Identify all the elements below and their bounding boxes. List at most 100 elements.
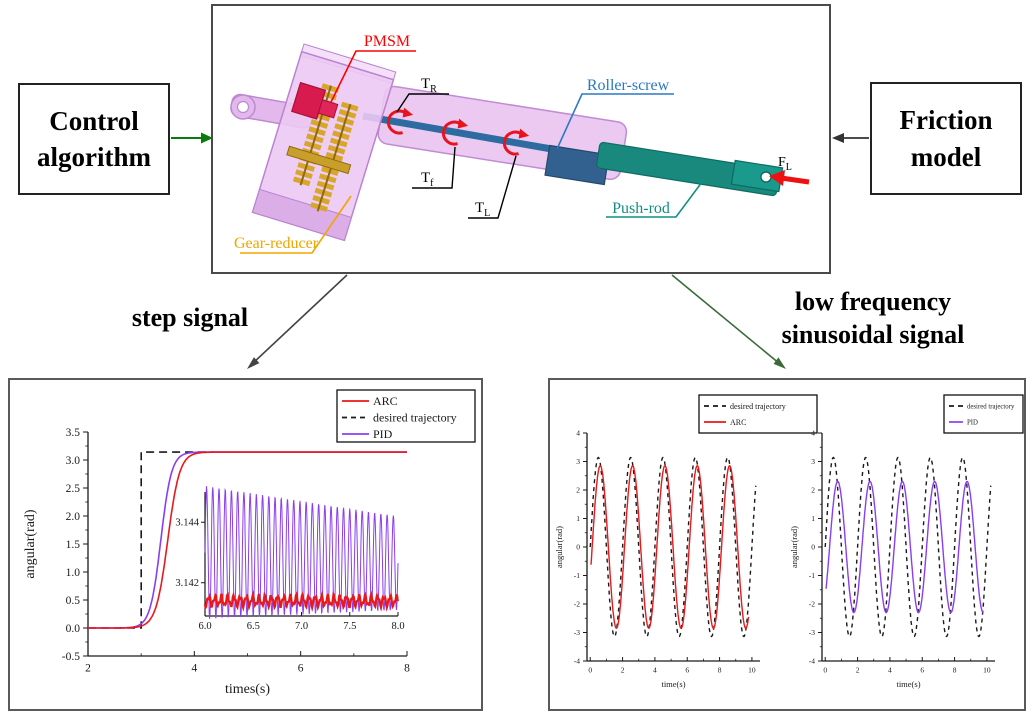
svg-text:-3: -3	[809, 628, 815, 637]
low-frequency-line1: low frequency	[794, 287, 952, 316]
gear-crossbar	[286, 145, 352, 175]
step-signal-label: step signal	[131, 303, 249, 332]
arrow-diagram-to-sine-charts	[671, 274, 786, 369]
push-rod-label: Push-rod	[612, 200, 670, 217]
pmsm-label: PMSM	[364, 33, 410, 50]
actuator-diagram: PMSM Gear-reducer Roller-screw Push-rod …	[230, 33, 810, 254]
svg-text:0.5: 0.5	[66, 595, 81, 607]
sine-arc-chart: 0 2 4 6 8 10-4-3-2-101234time(s)angular(rad)d…	[554, 394, 818, 689]
svg-text:2: 2	[576, 486, 580, 495]
svg-text:1: 1	[811, 514, 815, 523]
svg-text:2: 2	[856, 666, 860, 675]
svg-text:1: 1	[576, 514, 580, 523]
svg-text:4: 4	[191, 663, 197, 675]
pmsm-leader-line	[330, 50, 416, 103]
svg-text:4: 4	[576, 429, 580, 438]
svg-text:time(s): time(s)	[896, 679, 920, 689]
push-rod-leader-line	[606, 177, 706, 218]
torque-tl-label: TL	[475, 200, 490, 219]
svg-text:7.5: 7.5	[343, 621, 356, 632]
svg-text:-2: -2	[574, 600, 580, 609]
svg-text:7.0: 7.0	[295, 621, 308, 632]
svg-text:6: 6	[298, 663, 304, 675]
svg-text:ARC: ARC	[730, 418, 746, 427]
roller-screw-leader-line	[556, 93, 674, 150]
svg-text:-0.5: -0.5	[62, 651, 80, 663]
svg-text:-1: -1	[574, 571, 580, 580]
svg-text:3.144: 3.144	[175, 518, 199, 529]
svg-text:desired trajectory: desired trajectory	[730, 402, 786, 411]
arrow-friction-to-diagram	[832, 133, 869, 143]
svg-text:desired trajectory: desired trajectory	[967, 403, 1015, 410]
gear-reducer-leader-line	[240, 195, 352, 254]
sinusoidal-charts: 0 2 4 6 8 10-4-3-2-101234time(s)angular(rad)d…	[554, 394, 1024, 689]
svg-text:0: 0	[576, 543, 580, 552]
svg-text:6: 6	[920, 666, 924, 675]
svg-text:2.5: 2.5	[66, 483, 81, 495]
svg-text:-1: -1	[809, 571, 815, 580]
svg-text:time(s): time(s)	[661, 679, 685, 689]
svg-text:PID: PID	[967, 419, 978, 426]
svg-text:3.5: 3.5	[66, 427, 81, 439]
svg-text:desired trajectory: desired trajectory	[373, 411, 457, 425]
svg-text:times(s): times(s)	[225, 682, 270, 697]
svg-text:3.0: 3.0	[66, 455, 81, 467]
gear-reducer-label: Gear-reducer	[234, 235, 319, 252]
svg-text:10: 10	[983, 666, 991, 675]
torque-arrow-TR	[386, 107, 414, 135]
control-algorithm-box: Control algorithm	[18, 83, 170, 195]
svg-text:10: 10	[748, 666, 756, 675]
friction-model-line2: model	[910, 141, 982, 172]
svg-text:-4: -4	[574, 657, 580, 666]
svg-text:-3: -3	[574, 628, 580, 637]
torque-tr-label: TR	[421, 76, 437, 95]
torque-arrow-TL	[502, 128, 530, 156]
svg-text:-2: -2	[809, 600, 815, 609]
svg-text:angular(rad): angular(rad)	[23, 509, 38, 579]
sine-pid-chart: 0 2 4 6 8 10 -4 -3 -2 -1 0 1 2 3 4 time(s) angular(rad) d…	[789, 394, 1024, 689]
svg-text:ARC: ARC	[373, 394, 398, 408]
load-force-label: FL	[778, 155, 792, 173]
svg-text:0.0: 0.0	[66, 623, 81, 635]
control-algorithm-line1: Control	[49, 105, 139, 136]
gear-reducer-assembly	[251, 43, 397, 242]
svg-text:6: 6	[685, 666, 689, 675]
svg-text:angular(rad): angular(rad)	[554, 526, 564, 568]
load-force-arrow	[769, 170, 810, 186]
step-response-chart: 2 4 6 8 -0.5 0.0 0.5 1.0 1.5 2.0 2.5 3.0 3.5 times(s)…	[23, 389, 476, 697]
low-frequency-signal-label: low frequency sinusoidal signal	[742, 286, 1004, 351]
tf-leader-line	[412, 146, 456, 189]
svg-text:angular(rad): angular(rad)	[789, 526, 799, 568]
svg-text:2: 2	[811, 486, 815, 495]
svg-text:6.0: 6.0	[198, 621, 211, 632]
arrow-control-to-diagram	[171, 132, 213, 144]
svg-text:0: 0	[823, 666, 827, 675]
actuator-diagram-panel: PMSM Gear-reducer Roller-screw Push-rod …	[211, 4, 831, 274]
screw-shaft	[362, 112, 564, 155]
svg-text:0: 0	[588, 666, 592, 675]
svg-text:2: 2	[85, 663, 91, 675]
torque-tf-label: Tf	[421, 170, 434, 189]
svg-text:8: 8	[718, 666, 722, 675]
svg-text:4: 4	[811, 429, 815, 438]
svg-text:3: 3	[811, 457, 815, 466]
step-chart-panel: 2 4 6 8 -0.5 0.0 0.5 1.0 1.5 2.0 2.5 3.0 3.5 times(s)…	[8, 378, 483, 711]
svg-text:0: 0	[811, 543, 815, 552]
tr-leader-line	[396, 93, 449, 113]
svg-text:-4: -4	[809, 657, 815, 666]
svg-text:PID: PID	[373, 427, 393, 441]
control-algorithm-line2: algorithm	[37, 142, 151, 172]
sine-charts-panel: 0 2 4 6 8 10 -4 -3 -2 -1 0 1 2 3 4 time(s) angular(rad) d…	[548, 378, 1026, 711]
svg-text:2: 2	[621, 666, 625, 675]
svg-text:1.0: 1.0	[66, 567, 81, 579]
svg-text:6.5: 6.5	[247, 621, 260, 632]
svg-text:4: 4	[653, 666, 657, 675]
arrow-diagram-to-step-chart	[247, 274, 348, 369]
svg-text:3: 3	[576, 457, 580, 466]
svg-text:3.142: 3.142	[175, 578, 199, 589]
tl-leader-line	[468, 155, 517, 219]
low-frequency-line2: sinusoidal signal	[781, 319, 965, 349]
roller-screw-label: Roller-screw	[587, 77, 670, 94]
